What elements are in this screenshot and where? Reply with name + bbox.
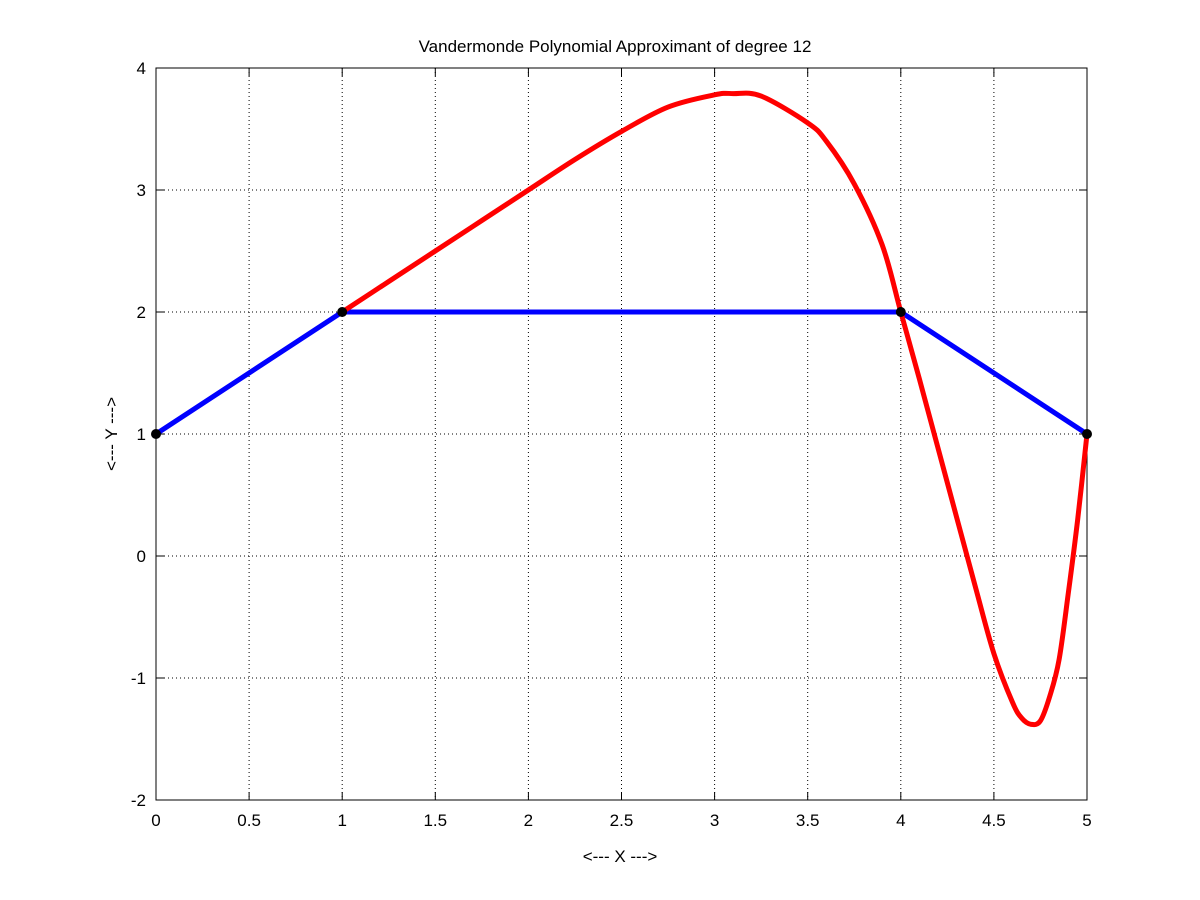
y-tick-label: 2 <box>137 303 146 322</box>
y-tick-label: -2 <box>131 791 146 810</box>
x-tick-label: 3.5 <box>796 811 820 830</box>
y-tick-label: 0 <box>137 547 146 566</box>
chart-title: Vandermonde Polynomial Approximant of de… <box>419 37 812 56</box>
x-tick-label: 1 <box>337 811 346 830</box>
y-tick-label: 3 <box>137 181 146 200</box>
x-tick-label: 3 <box>710 811 719 830</box>
data-series <box>151 90 1092 728</box>
x-tick-labels: 0 0.5 1 1.5 2 2.5 3 3.5 4 4.5 5 <box>151 811 1091 830</box>
x-tick-label: 4 <box>896 811 905 830</box>
y-tick-label: 4 <box>137 59 146 78</box>
x-tick-label: 4.5 <box>982 811 1006 830</box>
x-tick-label: 2 <box>524 811 533 830</box>
axis-ticks <box>155 67 1088 801</box>
x-tick-label: 5 <box>1082 811 1091 830</box>
x-axis-label: <--- X ---> <box>583 847 658 866</box>
data-point-marker <box>1082 429 1092 439</box>
data-point-marker <box>337 307 348 317</box>
piecewise-linear-line <box>154 309 1089 437</box>
data-point-marker <box>895 307 906 317</box>
y-tick-label: 1 <box>137 425 146 444</box>
y-tick-labels: -2 -1 0 1 2 3 4 <box>131 59 146 810</box>
x-tick-label: 0 <box>151 811 160 830</box>
y-tick-label: -1 <box>131 669 146 688</box>
y-axis-label: <--- Y ---> <box>102 397 121 471</box>
data-point-marker <box>151 429 161 439</box>
x-tick-label: 0.5 <box>237 811 261 830</box>
x-tick-label: 2.5 <box>610 811 634 830</box>
polynomial-curve <box>339 90 1090 728</box>
x-tick-label: 1.5 <box>423 811 447 830</box>
